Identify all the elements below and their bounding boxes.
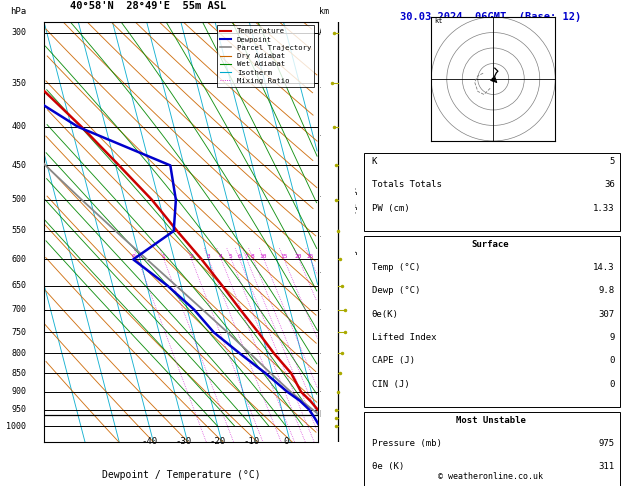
Text: -40: -40: [142, 437, 157, 446]
Text: 400: 400: [11, 122, 26, 131]
Text: LCL: LCL: [319, 410, 333, 419]
Text: 311: 311: [599, 462, 615, 471]
Text: -6: -6: [319, 192, 329, 201]
Text: Temp (°C): Temp (°C): [372, 263, 420, 272]
Text: -4: -4: [319, 268, 329, 277]
Text: 1000: 1000: [6, 422, 26, 431]
Text: -8: -8: [319, 84, 329, 92]
Text: 975: 975: [599, 439, 615, 448]
Text: Pressure (mb): Pressure (mb): [372, 439, 442, 448]
Text: -3: -3: [319, 305, 329, 314]
Text: 40°58'N  28°49'E  55m ASL: 40°58'N 28°49'E 55m ASL: [70, 1, 226, 11]
Text: 36: 36: [604, 180, 615, 190]
Text: 14.3: 14.3: [593, 263, 615, 272]
Text: Lifted Index: Lifted Index: [372, 333, 437, 342]
Text: 700: 700: [11, 305, 26, 314]
Text: 0: 0: [610, 356, 615, 365]
Text: 9: 9: [610, 333, 615, 342]
Text: © weatheronline.co.uk: © weatheronline.co.uk: [438, 472, 543, 481]
Text: -20: -20: [209, 437, 226, 446]
Text: 750: 750: [11, 328, 26, 337]
Text: 1: 1: [162, 254, 165, 260]
Text: -7: -7: [319, 131, 329, 139]
Bar: [364, 153, 620, 231]
Text: 3: 3: [206, 254, 210, 260]
Text: Totals Totals: Totals Totals: [372, 180, 442, 190]
Text: 5: 5: [229, 254, 233, 260]
Text: θe (K): θe (K): [372, 462, 404, 471]
Text: 0: 0: [610, 380, 615, 389]
Text: -1: -1: [319, 387, 329, 397]
Text: K: K: [372, 157, 377, 166]
Text: -30: -30: [175, 437, 192, 446]
Text: Surface: Surface: [472, 240, 509, 249]
Text: -10: -10: [244, 437, 260, 446]
Text: 550: 550: [11, 226, 26, 236]
Text: -2: -2: [319, 349, 329, 358]
Text: 30.03.2024  06GMT  (Base: 12): 30.03.2024 06GMT (Base: 12): [400, 12, 581, 22]
Text: Most Unstable: Most Unstable: [455, 416, 526, 425]
Text: 25: 25: [306, 254, 314, 260]
Text: 5: 5: [610, 157, 615, 166]
Text: 20: 20: [294, 254, 302, 260]
Text: 15: 15: [280, 254, 287, 260]
Text: km: km: [319, 7, 329, 16]
Text: Dewpoint / Temperature (°C): Dewpoint / Temperature (°C): [101, 469, 260, 480]
Text: 9.8: 9.8: [599, 286, 615, 295]
Text: hPa: hPa: [10, 7, 26, 16]
Text: PW (cm): PW (cm): [372, 204, 409, 213]
Text: 600: 600: [11, 255, 26, 264]
Text: 307: 307: [599, 310, 615, 319]
Text: θe(K): θe(K): [372, 310, 399, 319]
Text: 900: 900: [11, 387, 26, 397]
Text: 500: 500: [11, 195, 26, 204]
Text: CIN (J): CIN (J): [372, 380, 409, 389]
Text: 1.33: 1.33: [593, 204, 615, 213]
Text: 2: 2: [189, 254, 193, 260]
Text: 450: 450: [11, 161, 26, 170]
Text: 350: 350: [11, 79, 26, 88]
Text: 7: 7: [245, 254, 248, 260]
Text: 0: 0: [284, 437, 289, 446]
Text: 6: 6: [237, 254, 241, 260]
Text: 850: 850: [11, 369, 26, 378]
Text: ASL: ASL: [319, 28, 334, 37]
Text: 0.5: 0.5: [132, 254, 143, 260]
Text: 800: 800: [11, 349, 26, 358]
Text: 10: 10: [260, 254, 267, 260]
Text: 300: 300: [11, 29, 26, 37]
Text: Mixing Ratio (g/kg): Mixing Ratio (g/kg): [348, 185, 358, 279]
Text: -5: -5: [319, 232, 329, 242]
Text: 8: 8: [251, 254, 255, 260]
Text: Dewp (°C): Dewp (°C): [372, 286, 420, 295]
Text: 4: 4: [219, 254, 223, 260]
Text: 650: 650: [11, 281, 26, 290]
Text: 950: 950: [11, 405, 26, 414]
Text: CAPE (J): CAPE (J): [372, 356, 415, 365]
Bar: [364, 236, 620, 407]
Bar: [364, 412, 620, 486]
Legend: Temperature, Dewpoint, Parcel Trajectory, Dry Adiabat, Wet Adiabat, Isotherm, Mi: Temperature, Dewpoint, Parcel Trajectory…: [217, 25, 314, 87]
